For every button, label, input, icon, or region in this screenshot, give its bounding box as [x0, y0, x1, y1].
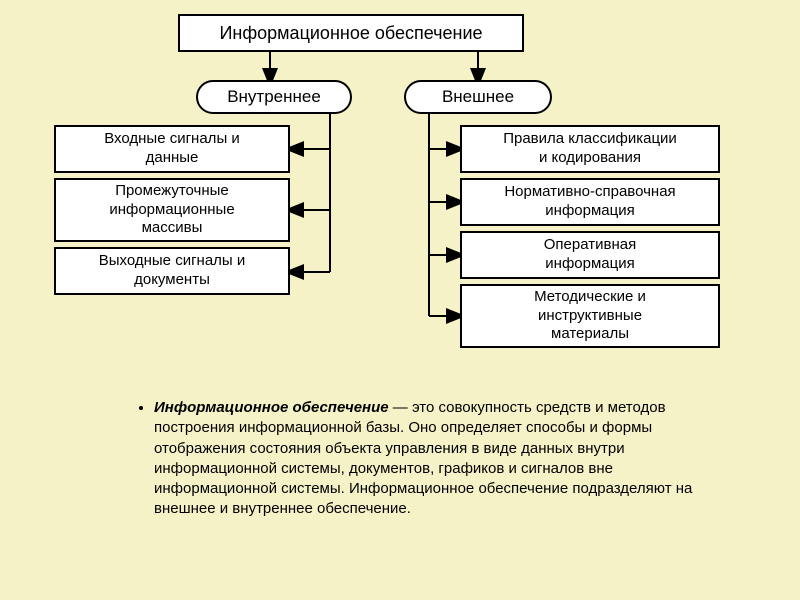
r1-label: Правила классификациии кодирования — [503, 130, 677, 168]
leaf-reference: Нормативно-справочнаяинформация — [460, 178, 720, 226]
leaf-methodical: Методические иинструктивныематериалы — [460, 284, 720, 348]
footer-paragraph: Информационное обеспечение — это совокуп… — [130, 398, 740, 520]
root-box: Информационное обеспечение — [178, 14, 524, 52]
leaf-intermediate: Промежуточныеинформационныемассивы — [54, 178, 290, 242]
leaf-classification: Правила классификациии кодирования — [460, 125, 720, 173]
r2-label: Нормативно-справочнаяинформация — [504, 183, 675, 221]
r4-label: Методические иинструктивныематериалы — [534, 288, 646, 344]
branch-external: Внешнее — [404, 80, 552, 114]
branch-internal: Внутреннее — [196, 80, 352, 114]
branch-l-label: Внутреннее — [227, 86, 321, 107]
branch-r-label: Внешнее — [442, 86, 514, 107]
leaf-output: Выходные сигналы идокументы — [54, 247, 290, 295]
l3-label: Выходные сигналы идокументы — [99, 252, 246, 290]
r3-label: Оперативнаяинформация — [544, 236, 636, 274]
leaf-operational: Оперативнаяинформация — [460, 231, 720, 279]
footer-text: — это совокупность средств и методов пос… — [154, 399, 692, 517]
l1-label: Входные сигналы иданные — [104, 130, 240, 168]
l2-label: Промежуточныеинформационныемассивы — [109, 182, 234, 238]
root-label: Информационное обеспечение — [219, 22, 482, 45]
leaf-input-signals: Входные сигналы иданные — [54, 125, 290, 173]
footer-lead: Информационное обеспечение — [154, 399, 389, 416]
